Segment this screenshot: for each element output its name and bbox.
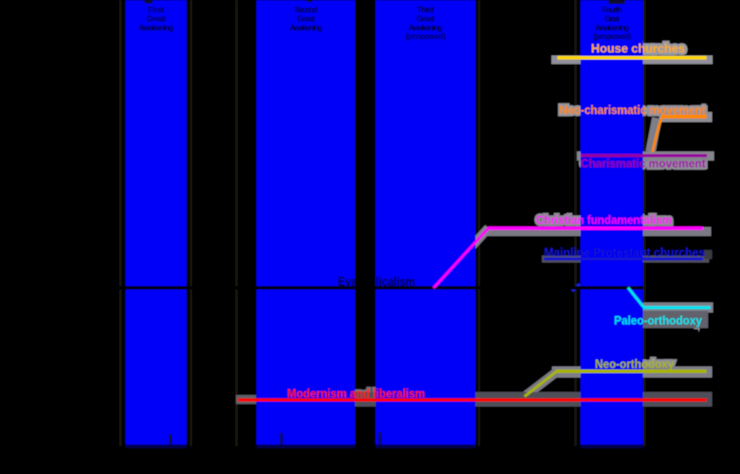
svg-text:Awakening: Awakening: [139, 23, 174, 32]
svg-text:Mainline Protestant churches: Mainline Protestant churches: [544, 246, 705, 260]
svg-text:Evangelicalism: Evangelicalism: [338, 274, 415, 289]
svg-text:(proposed): (proposed): [593, 32, 631, 41]
svg-text:Paleo-orthodoxy: Paleo-orthodoxy: [614, 314, 702, 328]
svg-text:Third: Third: [417, 6, 434, 15]
svg-text:Awakening: Awakening: [595, 23, 629, 32]
svg-text:Awakening: Awakening: [409, 23, 443, 32]
svg-text:Christian fundamentalism: Christian fundamentalism: [536, 213, 672, 227]
svg-text:Great: Great: [147, 15, 166, 24]
svg-text:Great: Great: [417, 15, 435, 24]
svg-text:Modernism and liberalism: Modernism and liberalism: [287, 387, 425, 401]
svg-text:Great: Great: [297, 15, 315, 24]
svg-text:Second: Second: [295, 6, 318, 15]
svg-text:Charismatic movement: Charismatic movement: [581, 157, 706, 171]
svg-text:Great: Great: [605, 15, 620, 24]
svg-text:House churches: House churches: [591, 42, 685, 56]
svg-text:Fourth: Fourth: [602, 6, 622, 15]
svg-text:Awakening: Awakening: [290, 23, 323, 32]
svg-text:Neo-orthodoxy: Neo-orthodoxy: [595, 357, 674, 371]
svg-text:(proposed): (proposed): [406, 32, 446, 41]
svg-text:Neo-charismatic movement: Neo-charismatic movement: [560, 103, 706, 117]
svg-text:First: First: [148, 6, 164, 15]
